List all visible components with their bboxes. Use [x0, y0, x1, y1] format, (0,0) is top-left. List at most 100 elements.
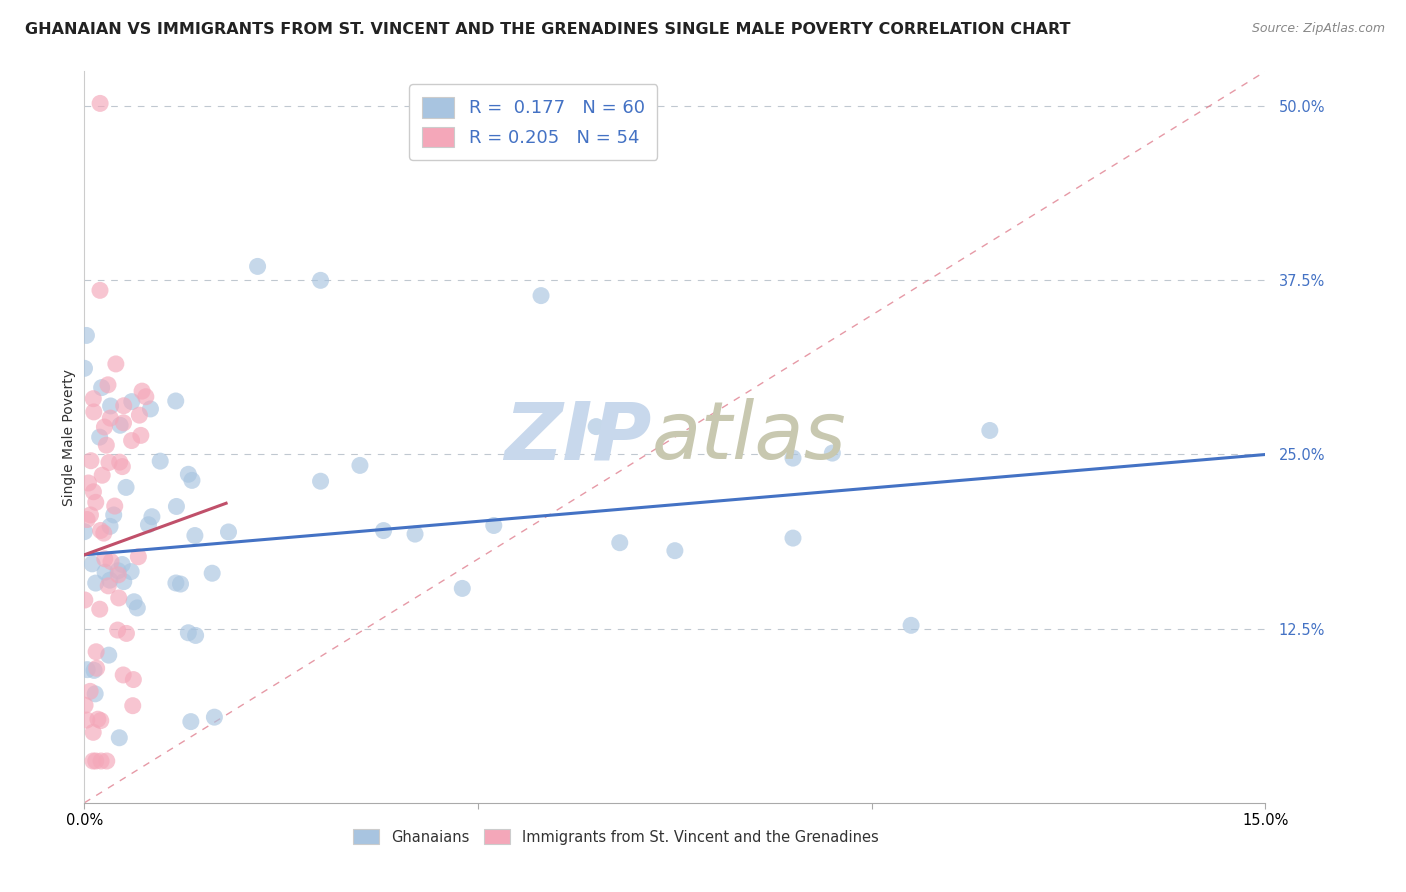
- Point: [218, 524, 240, 539]
- Point: [115, 480, 138, 494]
- Point: [98, 411, 121, 425]
- Point: [112, 399, 135, 413]
- Point: [122, 595, 145, 609]
- Point: [80, 454, 103, 468]
- Point: [120, 565, 142, 579]
- Point: [108, 455, 131, 469]
- Point: [83, 405, 105, 419]
- Point: [77, 475, 100, 490]
- Point: [127, 601, 149, 615]
- Point: [97, 648, 120, 662]
- Point: [83, 664, 105, 678]
- Point: [782, 451, 804, 466]
- Point: [246, 260, 269, 274]
- Point: [107, 623, 129, 637]
- Point: [96, 754, 118, 768]
- Point: [90, 381, 112, 395]
- Point: [82, 484, 104, 499]
- Point: [900, 618, 922, 632]
- Point: [177, 467, 200, 482]
- Point: [131, 384, 153, 398]
- Point: [979, 424, 1001, 438]
- Point: [482, 518, 505, 533]
- Point: [127, 549, 149, 564]
- Point: [530, 288, 553, 302]
- Point: [73, 524, 96, 539]
- Point: [184, 628, 207, 642]
- Point: [90, 714, 112, 728]
- Text: ZIP: ZIP: [503, 398, 651, 476]
- Point: [91, 468, 114, 483]
- Point: [84, 687, 107, 701]
- Point: [821, 446, 844, 460]
- Point: [609, 535, 631, 549]
- Point: [104, 499, 127, 513]
- Point: [98, 519, 121, 533]
- Point: [89, 96, 111, 111]
- Point: [373, 524, 395, 538]
- Point: [90, 524, 112, 538]
- Point: [76, 663, 98, 677]
- Point: [782, 531, 804, 545]
- Point: [165, 394, 187, 409]
- Point: [107, 567, 129, 582]
- Point: [107, 564, 129, 578]
- Point: [84, 495, 107, 509]
- Point: [112, 574, 135, 589]
- Point: [76, 713, 98, 727]
- Point: [82, 754, 104, 768]
- Point: [180, 714, 202, 729]
- Point: [94, 551, 117, 566]
- Point: [82, 725, 104, 739]
- Point: [111, 558, 134, 572]
- Point: [129, 428, 152, 442]
- Point: [84, 645, 107, 659]
- Point: [108, 731, 131, 745]
- Y-axis label: Single Male Poverty: Single Male Poverty: [62, 368, 76, 506]
- Point: [309, 273, 332, 287]
- Point: [79, 508, 101, 522]
- Point: [100, 555, 122, 569]
- Point: [90, 754, 112, 768]
- Point: [169, 577, 191, 591]
- Point: [87, 712, 110, 726]
- Point: [103, 508, 125, 522]
- Point: [139, 401, 162, 416]
- Point: [89, 602, 111, 616]
- Point: [98, 573, 121, 587]
- Point: [121, 394, 143, 409]
- Point: [115, 626, 138, 640]
- Point: [89, 283, 111, 297]
- Point: [112, 668, 135, 682]
- Point: [107, 591, 129, 605]
- Point: [93, 526, 115, 541]
- Point: [121, 434, 143, 448]
- Point: [73, 593, 96, 607]
- Point: [177, 625, 200, 640]
- Point: [108, 418, 131, 433]
- Point: [73, 361, 96, 376]
- Point: [165, 500, 187, 514]
- Point: [97, 579, 120, 593]
- Point: [202, 710, 225, 724]
- Point: [184, 528, 207, 542]
- Point: [141, 509, 163, 524]
- Point: [93, 420, 115, 434]
- Point: [121, 698, 143, 713]
- Point: [585, 419, 607, 434]
- Point: [181, 474, 204, 488]
- Text: GHANAIAN VS IMMIGRANTS FROM ST. VINCENT AND THE GRENADINES SINGLE MALE POVERTY C: GHANAIAN VS IMMIGRANTS FROM ST. VINCENT …: [25, 22, 1071, 37]
- Legend: Ghanaians, Immigrants from St. Vincent and the Grenadines: Ghanaians, Immigrants from St. Vincent a…: [347, 823, 884, 850]
- Point: [82, 392, 104, 406]
- Point: [664, 543, 686, 558]
- Point: [75, 328, 97, 343]
- Point: [100, 399, 122, 413]
- Point: [149, 454, 172, 468]
- Text: atlas: atlas: [651, 398, 846, 476]
- Point: [84, 576, 107, 591]
- Point: [73, 698, 96, 713]
- Point: [138, 517, 160, 532]
- Point: [111, 459, 134, 474]
- Point: [104, 357, 127, 371]
- Point: [112, 416, 135, 430]
